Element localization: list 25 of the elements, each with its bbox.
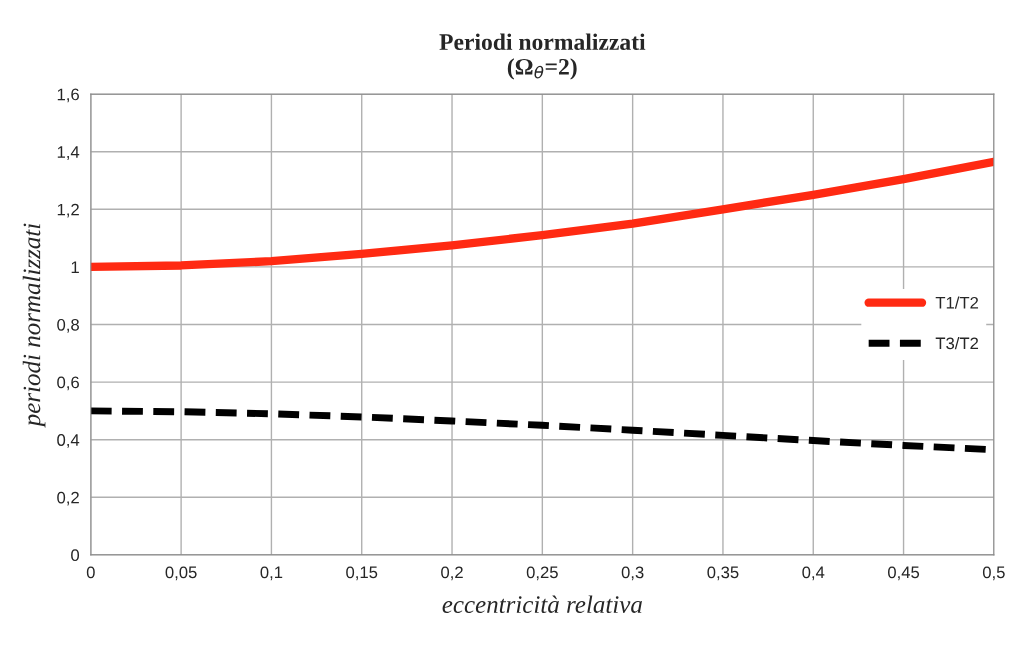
chart-title: Periodi normalizzati (Ω$_{θ}$=2): [439, 33, 646, 80]
y-tick-label: 1,6: [57, 88, 79, 103]
y-tick-label: 0,6: [57, 376, 79, 391]
y-tick-label: 1: [71, 261, 79, 273]
x-tick-label: 0,5: [982, 566, 1005, 581]
x-tick-label: 0,25: [526, 566, 558, 581]
x-tick-label: 0,05: [165, 566, 197, 581]
x-tick-label: 0,15: [346, 566, 378, 581]
x-tick-label: 0,45: [887, 566, 920, 581]
y-tick-label: 0: [71, 549, 80, 562]
y-tick-label: 0,2: [57, 491, 79, 506]
y-axis-title: periodi normalizzati: [22, 223, 46, 428]
x-tick-label: 0,2: [441, 566, 463, 581]
x-axis-title: eccentricità relativa: [442, 595, 642, 614]
x-tick-label: 0,1: [260, 566, 283, 581]
legend-label: T3/T2: [935, 337, 979, 350]
x-tick-label: 0: [86, 566, 95, 579]
y-tick-label: 1,4: [57, 146, 80, 160]
y-tick-label: 1,2: [57, 203, 79, 218]
x-tick-label: 0,35: [707, 566, 739, 581]
y-tick-label: 0,4: [57, 434, 80, 448]
legend-label: T1/T2: [935, 296, 979, 309]
y-tick-label: 0,8: [57, 318, 79, 333]
x-tick-label: 0,3: [621, 566, 644, 581]
x-tick-label: 0,4: [802, 566, 825, 581]
